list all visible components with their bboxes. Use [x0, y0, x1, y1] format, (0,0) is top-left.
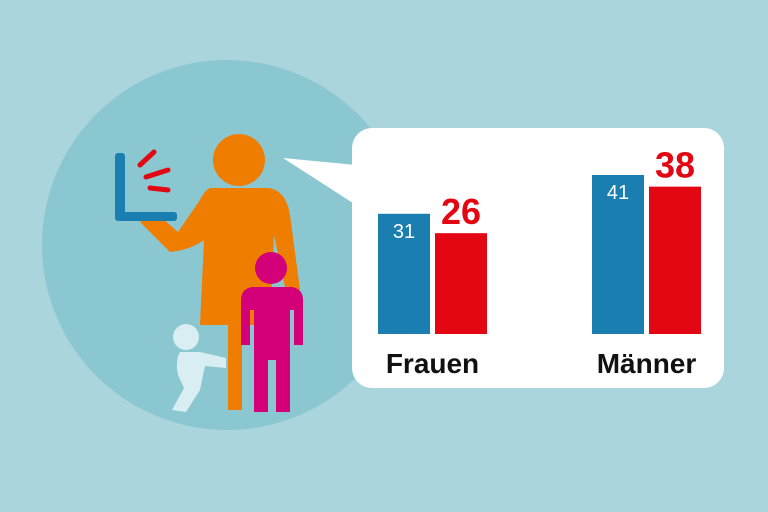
woman-figure	[140, 134, 300, 410]
alert-strokes-icon	[137, 149, 171, 193]
data-label-red-0: 26	[441, 191, 481, 232]
child-figure	[241, 252, 303, 412]
category-label-1: Männer	[597, 348, 697, 379]
woman-head	[213, 134, 265, 186]
baby-head	[173, 324, 199, 350]
baby-body	[172, 352, 226, 412]
data-label-blue-0: 31	[393, 221, 415, 243]
child-body	[241, 287, 303, 412]
laptop-screen	[115, 153, 125, 219]
woman-body	[140, 188, 300, 410]
data-label-blue-1: 41	[607, 182, 629, 204]
bar-red-0	[435, 233, 487, 334]
laptop-icon	[115, 153, 177, 221]
laptop-base	[115, 212, 177, 221]
baby-figure	[172, 324, 226, 412]
bar-blue-1	[592, 175, 644, 334]
bar-chart: 31 26 Frauen 41 38 Männer	[378, 145, 701, 379]
data-label-red-1: 38	[655, 145, 695, 186]
category-label-0: Frauen	[386, 348, 479, 379]
speech-bubble-tail	[283, 158, 356, 205]
child-head	[255, 252, 287, 284]
bar-blue-0	[378, 213, 430, 334]
bar-red-1	[649, 186, 701, 334]
